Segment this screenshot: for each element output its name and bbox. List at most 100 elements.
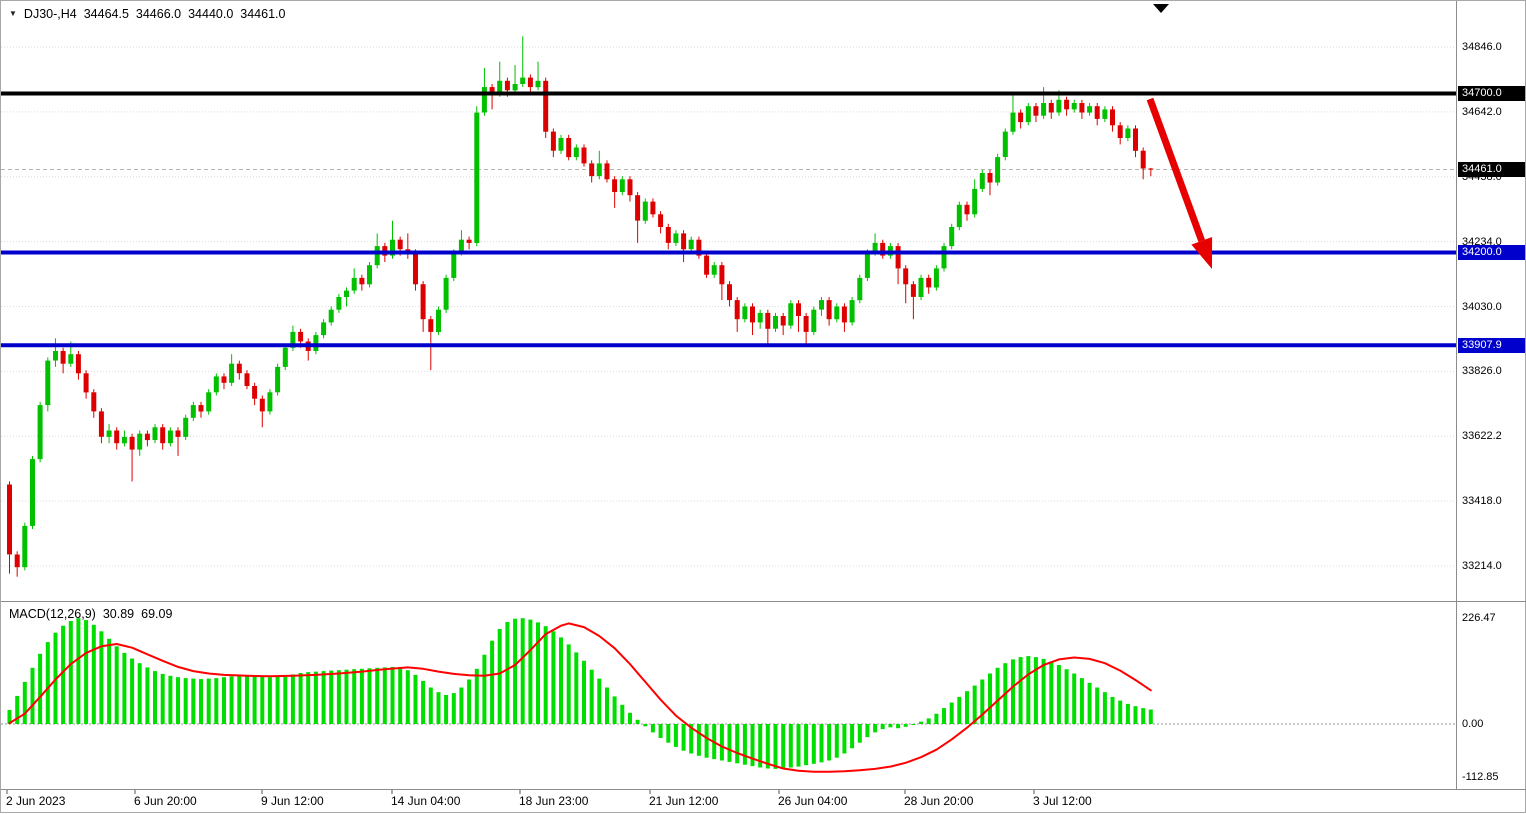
- candle-body: [704, 255, 710, 275]
- macd-histogram-bar: [605, 687, 609, 724]
- macd-histogram-bar: [942, 708, 946, 724]
- macd-histogram-bar: [689, 724, 694, 754]
- macd-histogram-bar: [988, 673, 992, 724]
- price-axis-label: 33826.0: [1462, 365, 1502, 377]
- macd-histogram-bar: [413, 674, 418, 724]
- candle-body: [267, 392, 273, 412]
- macd-histogram-bar: [421, 680, 426, 724]
- macd-histogram-bar: [911, 724, 916, 725]
- candle-body: [152, 427, 158, 440]
- candle-body: [252, 386, 258, 399]
- macd-histogram-bar: [834, 724, 839, 758]
- candle-body: [543, 80, 549, 132]
- candle-body: [466, 239, 472, 243]
- candle-body: [328, 309, 334, 323]
- macd-histogram-bar: [99, 631, 104, 724]
- candle-body: [259, 398, 265, 412]
- candle-body: [1087, 106, 1093, 113]
- macd-histogram-bar: [160, 673, 165, 724]
- macd-histogram-bar: [551, 631, 556, 724]
- price-axis[interactable]: 34846.0 34642.0 34438.0 34234.0 34030.0 33826…: [1457, 1, 1526, 789]
- macd-histogram-bar: [390, 666, 395, 724]
- chart-shift-marker-icon[interactable]: [1153, 4, 1169, 13]
- macd-histogram-bar: [321, 671, 326, 724]
- macd-histogram-bar: [520, 618, 525, 724]
- time-axis-label: 2 Jun 2023: [6, 794, 66, 808]
- candle-body: [137, 433, 143, 450]
- candle-body: [803, 316, 809, 332]
- macd-axis-label: -112.85: [1462, 771, 1499, 783]
- candle-body: [949, 227, 955, 247]
- macd-histogram-bar: [666, 724, 671, 743]
- macd-histogram-bar: [1041, 658, 1046, 724]
- macd-histogram-bar: [45, 642, 50, 724]
- macd-histogram-bar: [1087, 682, 1092, 724]
- down-arrow-head-icon: [1191, 237, 1213, 269]
- price-axis-label: 34846.0: [1462, 41, 1502, 53]
- candle-body: [987, 173, 993, 183]
- macd-histogram-bar: [84, 620, 89, 724]
- ohlc-high: 34466.0: [135, 7, 182, 21]
- candle-body: [206, 392, 212, 412]
- candle-body: [413, 252, 418, 285]
- candle-body: [780, 316, 786, 326]
- price-axis-label: 34030.0: [1462, 301, 1502, 313]
- macd-name: MACD(12,26,9): [9, 607, 96, 621]
- collapse-triangle-icon[interactable]: ▼: [9, 8, 17, 18]
- ohlc-close: 34461.0: [240, 7, 286, 21]
- macd-histogram-bar: [451, 693, 456, 724]
- candle-body: [635, 195, 641, 221]
- macd-histogram-bar: [467, 679, 472, 724]
- macd-signal-value: 69.09: [141, 607, 173, 621]
- candle-body: [167, 430, 173, 444]
- candle-body: [321, 322, 327, 336]
- macd-histogram-bar: [68, 621, 73, 724]
- down-arrow-annotation[interactable]: [1146, 97, 1205, 242]
- macd-histogram-bar: [1049, 661, 1054, 724]
- candle-body: [719, 265, 725, 285]
- macd-histogram-bar: [214, 678, 219, 724]
- candle-body: [1018, 112, 1024, 123]
- macd-histogram-bar: [382, 667, 387, 724]
- price-tag-34461.0: 34461.0: [1458, 162, 1525, 177]
- macd-histogram-bar: [597, 678, 602, 724]
- candle-body: [512, 84, 518, 91]
- macd-histogram-bar: [582, 660, 586, 724]
- macd-histogram-bar: [1148, 709, 1153, 724]
- candle-body: [903, 268, 909, 285]
- candle-body: [198, 405, 204, 412]
- candle-body: [658, 214, 664, 227]
- macd-histogram-bar: [673, 724, 678, 747]
- macd-histogram-bar: [773, 724, 778, 769]
- candle-body: [995, 157, 1001, 183]
- macd-histogram-bar: [727, 724, 732, 762]
- macd-histogram-bar: [765, 724, 770, 769]
- candle-body: [535, 80, 541, 88]
- candle-body: [30, 459, 35, 526]
- macd-histogram-bar: [22, 681, 27, 724]
- macd-histogram-bar: [275, 676, 280, 724]
- candle-body: [665, 227, 671, 243]
- candle-body: [275, 366, 281, 393]
- macd-histogram-bar: [574, 652, 579, 724]
- candle-body: [451, 252, 457, 278]
- candle-body: [68, 354, 74, 364]
- macd-histogram-bar: [888, 724, 893, 728]
- candle-body: [933, 268, 939, 288]
- candle-body: [910, 284, 916, 297]
- time-axis[interactable]: 2 Jun 2023 6 Jun 20:00 9 Jun 12:00 14 Jun 0…: [1, 791, 1526, 814]
- time-axis-label: 18 Jun 23:00: [519, 794, 589, 808]
- candle-body: [811, 309, 817, 332]
- macd-histogram-bar: [7, 710, 12, 724]
- candle-body: [1002, 131, 1008, 157]
- candle-body: [504, 80, 510, 91]
- macd-histogram-bar: [130, 658, 135, 724]
- macd-histogram-bar: [1064, 669, 1069, 724]
- macd-histogram-bar: [919, 721, 923, 724]
- time-axis-label: 28 Jun 20:00: [904, 794, 974, 808]
- candle-body: [1056, 99, 1062, 113]
- candle-body: [757, 312, 763, 323]
- macd-histogram-bar: [482, 654, 487, 724]
- time-axis-label: 26 Jun 04:00: [778, 794, 848, 808]
